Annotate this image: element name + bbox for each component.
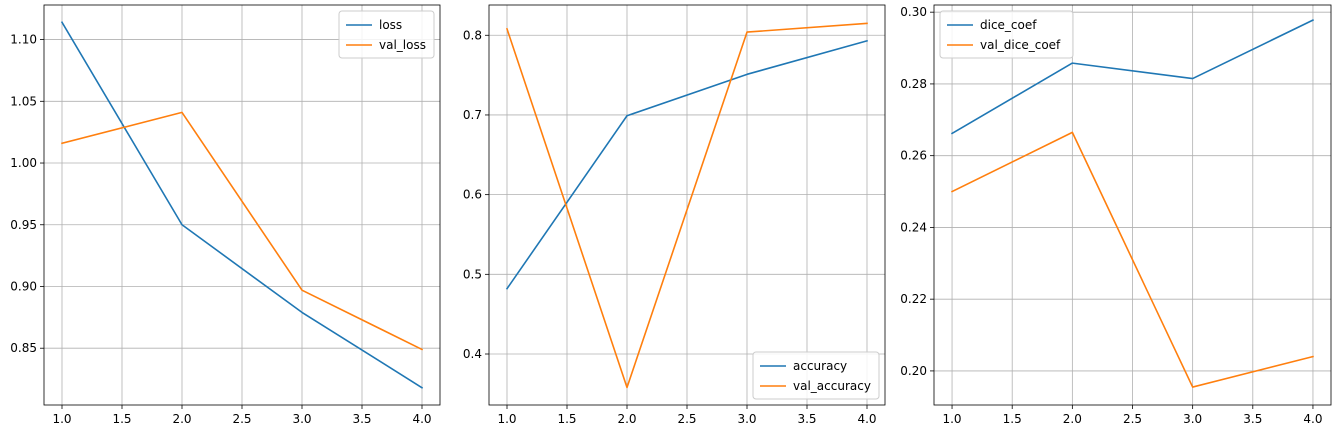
legend-label-accuracy: accuracy: [793, 359, 847, 373]
y-tick-label: 0.26: [900, 149, 927, 163]
y-tick-label: 0.5: [463, 267, 482, 281]
chart-panel-3: 1.0 1.5 2.0 2.5 3.0 3.5 4.0 0.20 0.22 0.24 0.26 0.2…: [900, 4, 1332, 426]
y-tick-label: 0.30: [900, 5, 927, 19]
y-tick-label: 0.90: [10, 279, 37, 293]
series-line-accuracy: [505, 39, 868, 290]
x-tick-label: 3.5: [797, 412, 816, 426]
x-tick-label: 1.0: [497, 412, 516, 426]
x-tick-label: 3.0: [292, 412, 311, 426]
series-line-loss: [60, 21, 424, 389]
legend: loss val_loss: [338, 10, 435, 59]
x-tick-label: 1.0: [942, 412, 961, 426]
x-tick-label: 1.5: [557, 412, 576, 426]
x-tick-label: 2.0: [617, 412, 636, 426]
y-tick-label: 1.10: [10, 33, 37, 47]
x-tick-label: 2.0: [1063, 412, 1082, 426]
x-tick-label: 4.0: [412, 412, 431, 426]
x-tick-label: 4.0: [857, 412, 876, 426]
x-tick-label: 1.5: [1003, 412, 1022, 426]
y-tick-label: 0.28: [900, 77, 927, 91]
legend: accuracy val_accuracy: [752, 351, 880, 400]
x-tick-label: 2.5: [677, 412, 696, 426]
y-tick-label: 0.85: [10, 341, 37, 355]
series-line-val-dice-coef: [950, 131, 1314, 388]
legend-label-val-loss: val_loss: [379, 38, 426, 52]
legend-label-dice-coef: dice_coef: [980, 18, 1037, 32]
legend-label-val-dice-coef: val_dice_coef: [980, 38, 1061, 52]
x-tick-label: 1.0: [52, 412, 71, 426]
legend-label-val-accuracy: val_accuracy: [793, 379, 871, 393]
series-line-val-loss: [61, 111, 424, 351]
y-tick-label: 0.6: [463, 188, 482, 202]
y-tick-label: 1.00: [10, 156, 37, 170]
x-tick-label: 3.5: [1243, 412, 1262, 426]
y-tick-label: 0.95: [10, 218, 37, 232]
x-tick-label: 3.5: [352, 412, 371, 426]
chart-panel-1: 1.0 1.5 2.0 2.5 3.0 3.5 4.0 0.85 0.90 0.95 1.00 1.0…: [10, 4, 441, 426]
legend: dice_coef val_dice_coef: [939, 10, 1074, 59]
y-tick-label: 1.05: [10, 94, 37, 108]
y-tick-label: 0.4: [463, 347, 482, 361]
x-tick-label: 2.5: [232, 412, 251, 426]
x-tick-label: 2.0: [172, 412, 191, 426]
legend-label-loss: loss: [379, 18, 402, 32]
x-tick-label: 1.5: [112, 412, 131, 426]
legend-box: [752, 351, 880, 400]
y-tick-label: 0.22: [900, 292, 927, 306]
y-tick-label: 0.8: [463, 28, 482, 42]
x-tick-label: 2.5: [1123, 412, 1142, 426]
y-tick-label: 0.20: [900, 364, 927, 378]
chart-panel-2: 1.0 1.5 2.0 2.5 3.0 3.5 4.0 0.4 0.5 0.6 0.7 0.8 accu…: [463, 4, 886, 426]
y-tick-label: 0.24: [900, 220, 927, 234]
series-line-val-accuracy: [505, 22, 868, 389]
y-tick-label: 0.7: [463, 108, 482, 122]
series-line-dice-coef: [950, 19, 1315, 135]
x-tick-label: 3.0: [1183, 412, 1202, 426]
x-tick-label: 4.0: [1303, 412, 1322, 426]
legend-box: [338, 10, 435, 59]
legend-box: [939, 10, 1074, 59]
x-tick-label: 3.0: [737, 412, 756, 426]
